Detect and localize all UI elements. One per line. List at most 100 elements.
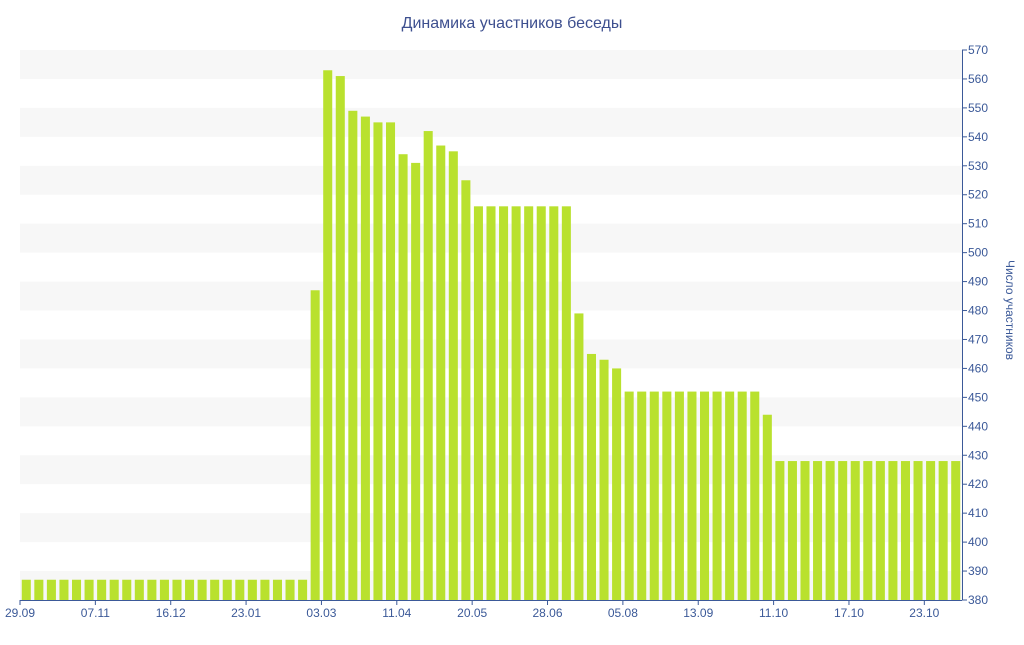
bar <box>46 579 56 600</box>
y-tick-label: 500 <box>968 246 988 260</box>
y-tick-label: 460 <box>968 361 988 375</box>
bar <box>373 122 383 601</box>
y-tick-label: 550 <box>968 101 988 115</box>
x-tick-label: 29.09 <box>5 606 35 620</box>
bar <box>674 391 684 600</box>
bar <box>423 131 433 601</box>
y-tick-label: 390 <box>968 564 988 578</box>
y-tick-label: 410 <box>968 506 988 520</box>
bar <box>71 579 82 600</box>
bar <box>850 461 860 600</box>
bar <box>260 579 270 600</box>
bar <box>159 579 169 600</box>
bar <box>750 391 760 600</box>
bar <box>699 391 710 600</box>
bar <box>222 579 232 600</box>
y-tick-label: 530 <box>968 159 988 173</box>
bar <box>787 461 797 600</box>
bar <box>951 461 961 600</box>
bar <box>473 206 483 600</box>
bar <box>913 461 923 600</box>
bar <box>360 116 370 600</box>
bar <box>348 110 358 600</box>
y-tick-label: 510 <box>968 217 988 231</box>
bar <box>762 414 772 600</box>
bar <box>97 579 107 600</box>
bar <box>448 151 458 600</box>
bar <box>34 579 44 600</box>
bar <box>385 122 396 601</box>
bar <box>612 368 622 600</box>
bar <box>398 154 408 601</box>
bar <box>737 391 747 600</box>
x-tick-label: 23.01 <box>231 606 261 620</box>
y-tick-label: 490 <box>968 275 988 289</box>
x-tick-label: 07.11 <box>81 606 110 620</box>
grid-band <box>20 165 962 195</box>
y-tick-label: 570 <box>968 43 988 57</box>
bar <box>185 579 195 600</box>
bar <box>109 579 119 600</box>
bar <box>624 391 634 600</box>
bar <box>197 579 207 600</box>
bar <box>210 579 220 600</box>
grid-band <box>20 107 962 137</box>
bar <box>549 206 559 600</box>
bar <box>411 162 421 601</box>
bar <box>800 461 810 600</box>
bar <box>637 391 647 600</box>
bar <box>662 391 672 600</box>
bar <box>486 206 496 600</box>
bar <box>561 206 571 600</box>
bar <box>436 145 446 601</box>
bar <box>524 206 534 600</box>
y-tick-label: 400 <box>968 535 988 549</box>
x-tick-label: 16.12 <box>156 606 186 620</box>
bar <box>775 461 785 600</box>
bar <box>875 461 885 600</box>
y-axis-label: Число участников <box>1003 260 1017 360</box>
x-tick-label: 11.10 <box>759 606 788 620</box>
bar <box>536 206 546 600</box>
bar <box>59 579 69 600</box>
grid-band <box>20 50 962 79</box>
bar <box>813 461 823 600</box>
y-tick-label: 380 <box>968 593 988 607</box>
x-tick-label: 13.09 <box>683 606 713 620</box>
bar <box>825 461 835 600</box>
bar <box>499 206 509 600</box>
bar <box>285 579 295 600</box>
bar <box>511 206 521 600</box>
bar <box>461 180 471 600</box>
x-tick-label: 28.06 <box>533 606 563 620</box>
bar <box>838 461 848 600</box>
y-tick-label: 540 <box>968 130 988 144</box>
bar <box>335 76 345 601</box>
bar <box>888 461 898 600</box>
bar <box>712 391 722 600</box>
x-tick-label: 05.08 <box>608 606 638 620</box>
bar <box>172 579 182 600</box>
y-tick-label: 450 <box>968 390 988 404</box>
y-tick-label: 560 <box>968 72 988 86</box>
y-tick-label: 520 <box>968 188 988 202</box>
y-axis: 380 390 400 410 420 430 440 450 460 470 480 490 500 5… <box>962 43 988 607</box>
bar <box>323 70 333 600</box>
bar <box>84 579 94 600</box>
bar <box>574 313 584 600</box>
x-tick-label: 03.03 <box>306 606 336 620</box>
y-tick-label: 480 <box>968 304 988 318</box>
bar <box>298 579 308 600</box>
bar <box>586 353 597 600</box>
x-axis: 29.09 07.11 16.12 23.01 03.03 11.04 20.05 28.06… <box>5 600 962 620</box>
chart-title: Динамика участников беседы <box>402 15 623 32</box>
bar <box>938 461 948 600</box>
x-tick-label: 23.10 <box>909 606 939 620</box>
x-tick-label: 20.05 <box>457 606 487 620</box>
bar <box>134 579 144 600</box>
y-tick-label: 470 <box>968 332 988 346</box>
bar <box>599 359 609 600</box>
y-tick-label: 420 <box>968 477 988 491</box>
bar <box>687 391 697 600</box>
y-tick-label: 440 <box>968 419 988 433</box>
